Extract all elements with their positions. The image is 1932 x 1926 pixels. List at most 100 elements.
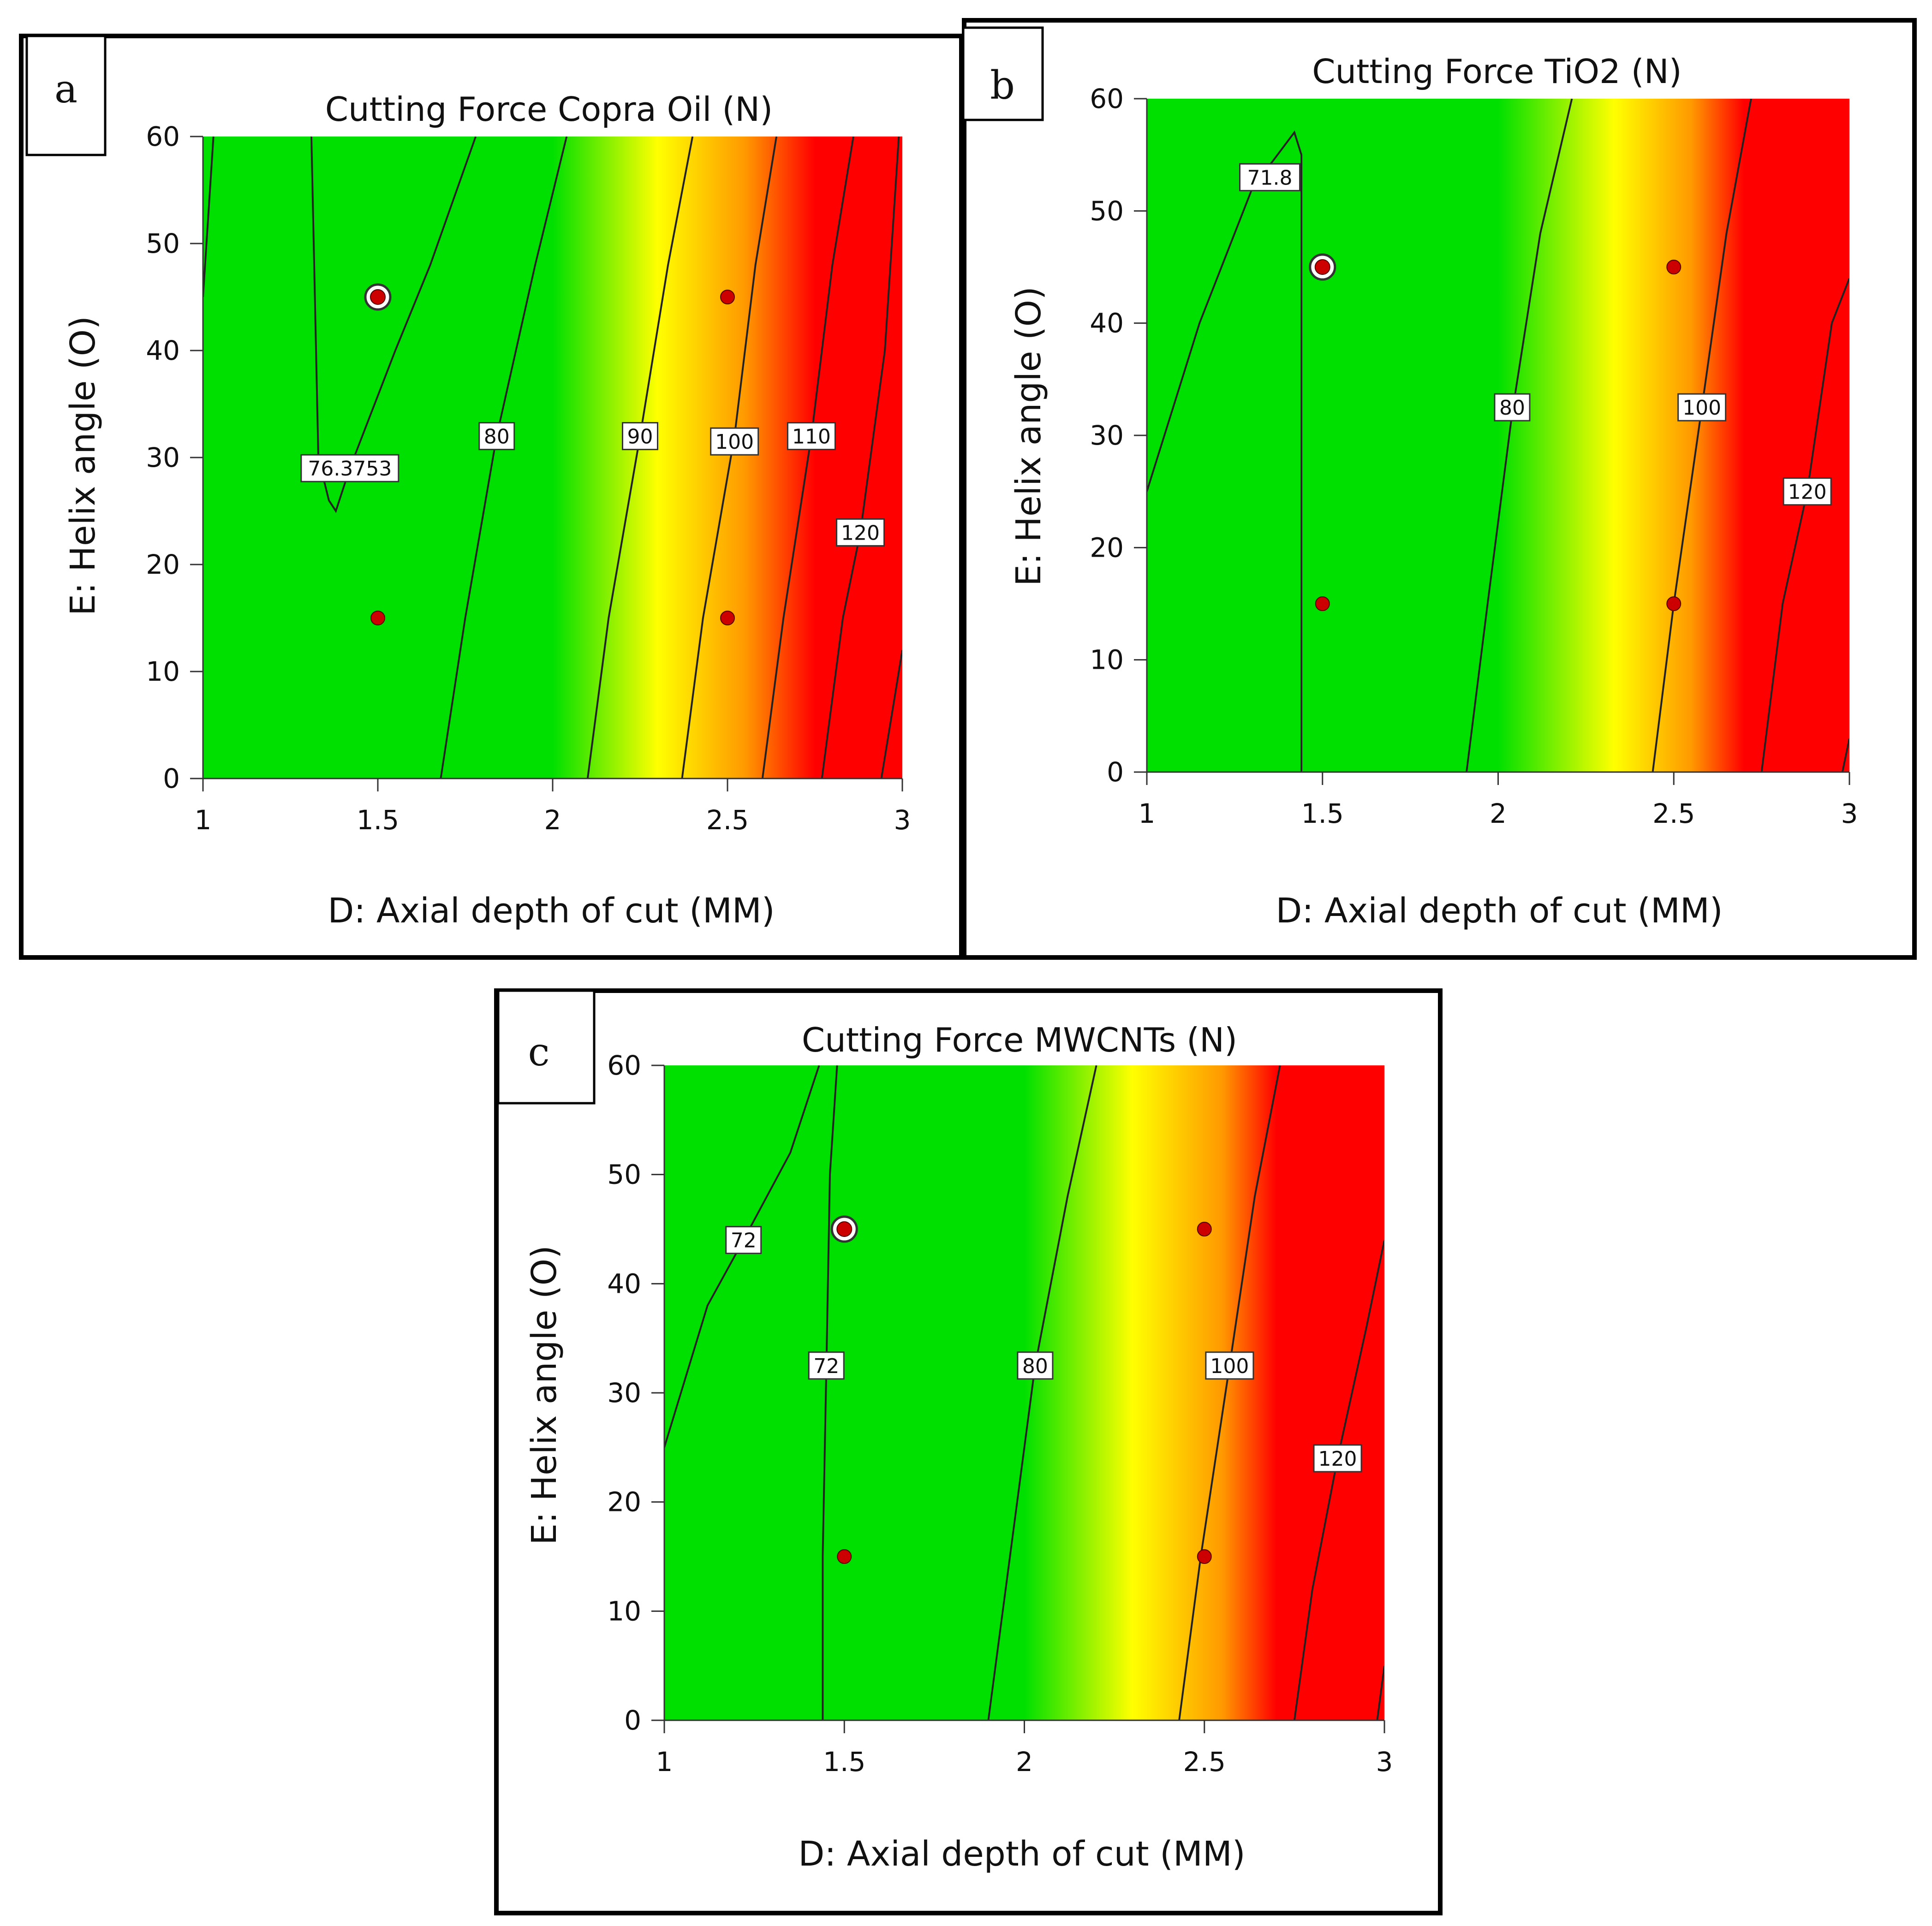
- y-tick-label: 30: [607, 1377, 641, 1409]
- panel-b-label: b: [990, 63, 1015, 108]
- x-tick-label: 2: [544, 804, 561, 836]
- panel-a-xlabel: D: Axial depth of cut (MM): [328, 891, 775, 931]
- y-tick-label: 10: [607, 1595, 641, 1627]
- x-tick-label: 1: [656, 1746, 673, 1777]
- contour-label: 71.8: [1247, 166, 1293, 190]
- contour-label-box: [622, 422, 658, 451]
- y-tick-label: 40: [146, 335, 180, 366]
- contour-line-140: [1376, 1665, 1384, 1720]
- contour-label: 100: [1210, 1355, 1249, 1378]
- panel-c-label-box: [497, 989, 596, 1105]
- contour-line-140: [1841, 738, 1849, 772]
- contour-label: 72: [813, 1355, 839, 1378]
- panel-a-label-box: [25, 35, 107, 156]
- x-tick-label: 2.5: [1652, 798, 1695, 829]
- contour-label-box: [1494, 393, 1531, 422]
- contour-label: 120: [1788, 481, 1827, 504]
- contour-label: 120: [1318, 1447, 1357, 1471]
- design-point: [1197, 1222, 1212, 1236]
- contour-label: 110: [792, 425, 831, 449]
- x-tick-label: 1: [1139, 798, 1156, 829]
- contour-label-box: [478, 422, 515, 451]
- contour-label-box: [300, 454, 400, 482]
- contour-label: 76.3753: [308, 457, 392, 481]
- y-tick-label: 50: [607, 1159, 641, 1190]
- contour-label-box: [1313, 1444, 1362, 1473]
- contour-label: 72: [731, 1229, 757, 1253]
- y-tick-label: 20: [1090, 532, 1124, 563]
- contour-label: 80: [1499, 396, 1525, 420]
- y-tick-label: 60: [607, 1050, 641, 1081]
- contour-label-box: [1017, 1351, 1054, 1380]
- contour-label-box: [1783, 477, 1832, 506]
- contour-label: 120: [841, 521, 880, 545]
- contour-label: 100: [715, 430, 754, 454]
- contour-label: 80: [1022, 1355, 1048, 1378]
- y-tick-label: 60: [146, 121, 180, 152]
- design-point: [720, 290, 735, 304]
- x-tick-label: 3: [894, 804, 911, 836]
- contour-label-box: [1239, 163, 1301, 191]
- panel-b-title: Cutting Force TiO2 (N): [1312, 52, 1682, 91]
- y-tick-label: 10: [1090, 644, 1124, 676]
- contour-label-box: [787, 422, 836, 451]
- contour-label: 100: [1682, 396, 1721, 420]
- panel-b-label-box: [962, 26, 1044, 121]
- x-tick-label: 1: [195, 804, 212, 836]
- design-point: [370, 611, 385, 625]
- design-point: [720, 611, 735, 625]
- y-tick-label: 50: [1090, 195, 1124, 226]
- panel-c-ylabel: E: Helix angle (O): [525, 1245, 564, 1545]
- design-point: [1666, 260, 1682, 274]
- y-tick-label: 50: [146, 228, 180, 259]
- y-tick-label: 30: [146, 442, 180, 473]
- x-tick-label: 1.5: [357, 804, 399, 836]
- center-design-point: [836, 1221, 853, 1237]
- contour-line-71.8: [1147, 130, 1303, 772]
- panel-b-ylabel: E: Helix angle (O): [1009, 286, 1049, 586]
- panel-a: a Cutting Force Copra Oil (N) 1 1.5 2 2.5 30…: [19, 34, 964, 960]
- x-tick-label: 1.5: [823, 1746, 865, 1777]
- y-tick-label: 30: [1090, 420, 1124, 451]
- design-point: [1315, 596, 1330, 611]
- panel-c-xlabel: D: Axial depth of cut (MM): [798, 1834, 1245, 1874]
- y-tick-label: 40: [607, 1268, 641, 1299]
- response-surface: [1147, 99, 1849, 772]
- y-tick-label: 0: [1107, 756, 1124, 788]
- x-tick-label: 2: [1490, 798, 1507, 829]
- y-tick-label: 0: [163, 763, 180, 794]
- design-point: [1666, 596, 1682, 611]
- x-tick-label: 3: [1376, 1746, 1393, 1777]
- x-tick-label: 2.5: [706, 804, 749, 836]
- contour-label-box: [725, 1226, 762, 1254]
- y-tick-label: 40: [1090, 308, 1124, 339]
- x-tick-label: 2: [1016, 1746, 1033, 1777]
- y-tick-label: 0: [624, 1705, 641, 1736]
- y-tick-label: 10: [146, 656, 180, 687]
- contour-label-box: [1677, 393, 1727, 422]
- contour-label-box: [808, 1351, 845, 1380]
- panel-a-ylabel: E: Helix angle (O): [63, 316, 103, 616]
- contour-line-76.3753: [203, 137, 215, 297]
- panel-a-label: a: [54, 66, 78, 112]
- contour-line-130: [880, 650, 902, 779]
- center-design-point: [370, 289, 386, 305]
- center-design-point: [1314, 259, 1330, 275]
- y-tick-label: 20: [607, 1486, 641, 1518]
- contour-label-box: [836, 518, 885, 547]
- panel-a-title: Cutting Force Copra Oil (N): [325, 90, 773, 129]
- panel-b-xlabel: D: Axial depth of cut (MM): [1276, 891, 1723, 931]
- contour-label: 90: [627, 425, 653, 449]
- panel-c: c Cutting Force MWCNTs (N) 1 1.5 2 2.5 30102…: [494, 988, 1443, 1915]
- x-tick-label: 1.5: [1301, 798, 1344, 829]
- panel-c-title: Cutting Force MWCNTs (N): [802, 1021, 1237, 1059]
- contour-label-box: [710, 427, 759, 456]
- contour-label-box: [1205, 1351, 1254, 1380]
- x-tick-label: 2.5: [1183, 1746, 1226, 1777]
- response-surface: [664, 1065, 1384, 1720]
- contour-line-76.3753: [310, 137, 477, 513]
